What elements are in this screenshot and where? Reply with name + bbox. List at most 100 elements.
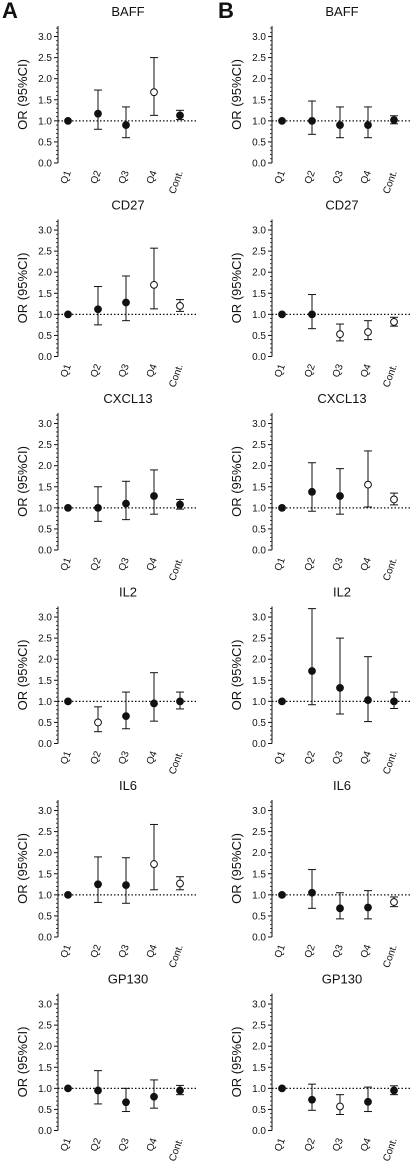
y-axis-label: OR (95%CI) xyxy=(15,59,30,130)
y-tick-label: 2.5 xyxy=(38,247,52,258)
chart-panel-a-baff: BAFF OR (95%CI) 0.0 0.5 1.0 1.5 2.0 2.5 3.0 Q1 Q2 Q… xyxy=(15,4,198,195)
x-tick-label: Cont. xyxy=(167,169,186,195)
chart-panel-a-il2: IL2 OR (95%CI) 0.0 0.5 1.0 1.5 2.0 2.5 3.0 Q1 Q2 Q3… xyxy=(15,585,198,776)
data-point-q4 xyxy=(150,1092,158,1101)
y-tick-label: 1.5 xyxy=(252,676,266,687)
y-tick-label: 0.0 xyxy=(38,1126,52,1137)
y-tick-label: 0.0 xyxy=(252,933,266,944)
data-point-cont xyxy=(176,500,184,509)
data-point-q1 xyxy=(64,310,72,319)
data-point-q4 xyxy=(364,696,372,704)
x-tick-label: Q4 xyxy=(359,169,374,186)
y-tick-label: 2.5 xyxy=(38,1021,52,1032)
y-tick-label: 0.5 xyxy=(38,718,52,729)
y-tick-label: 0.0 xyxy=(252,159,266,170)
x-tick-label: Q3 xyxy=(331,943,346,960)
y-tick-label: 2.5 xyxy=(38,53,52,64)
y-tick-label: 3.0 xyxy=(252,32,266,43)
y-tick-label: 0.0 xyxy=(38,352,52,363)
x-tick-label: Q4 xyxy=(359,1136,374,1153)
y-tick-label: 0.5 xyxy=(252,911,266,922)
y-tick-label: 1.5 xyxy=(38,1063,52,1074)
data-point-q2 xyxy=(308,667,316,675)
data-point-cont xyxy=(390,1086,398,1095)
y-tick-label: 1.5 xyxy=(252,482,266,493)
y-tick-label: 3.0 xyxy=(252,419,266,430)
y-tick-label: 0.0 xyxy=(38,159,52,170)
y-tick-label: 1.5 xyxy=(252,95,266,106)
data-point-q1 xyxy=(64,1084,72,1093)
x-tick-label: Cont. xyxy=(167,750,186,776)
x-tick-label: Q1 xyxy=(59,556,74,573)
x-tick-label: Q3 xyxy=(331,362,346,379)
data-point-q4 xyxy=(364,903,372,912)
y-tick-label: 3.0 xyxy=(252,806,266,817)
y-tick-label: 3.0 xyxy=(252,226,266,237)
y-axis-label: OR (95%CI) xyxy=(15,446,30,517)
x-tick-label: Q4 xyxy=(359,362,374,379)
x-tick-label: Cont. xyxy=(381,750,400,776)
x-tick-label: Q2 xyxy=(89,749,104,766)
data-point-q2 xyxy=(94,880,102,889)
y-tick-label: 1.5 xyxy=(252,869,266,880)
y-tick-label: 0.5 xyxy=(252,331,266,342)
x-tick-label: Q1 xyxy=(59,943,74,960)
data-point-q3 xyxy=(336,1102,344,1111)
x-tick-label: Q1 xyxy=(273,556,288,573)
x-tick-label: Q4 xyxy=(359,556,374,573)
data-point-q3 xyxy=(122,881,130,890)
x-tick-label: Q3 xyxy=(331,1136,346,1153)
y-tick-label: 1.5 xyxy=(38,95,52,106)
x-tick-label: Cont. xyxy=(381,169,400,195)
data-point-q4 xyxy=(150,492,158,500)
x-tick-label: Q2 xyxy=(303,169,318,186)
y-tick-label: 2.5 xyxy=(38,634,52,645)
data-point-q3 xyxy=(122,499,130,508)
x-tick-label: Q3 xyxy=(331,556,346,573)
x-tick-label: Q2 xyxy=(303,943,318,960)
x-tick-label: Q2 xyxy=(89,362,104,379)
chart-panel-b-cd27: CD27 OR (95%CI) 0.0 0.5 1.0 1.5 2.0 2.5 3.0 Q1 Q2 Q… xyxy=(229,198,412,389)
chart-panel-a-cd27: CD27 OR (95%CI) 0.0 0.5 1.0 1.5 2.0 2.5 3.0 Q1 Q2 Q… xyxy=(15,198,198,389)
y-tick-label: 1.0 xyxy=(38,1084,52,1095)
data-point-q4 xyxy=(364,121,372,129)
x-tick-label: Cont. xyxy=(381,556,400,582)
y-tick-label: 2.5 xyxy=(252,827,266,838)
x-tick-label: Q4 xyxy=(359,943,374,960)
y-tick-label: 1.0 xyxy=(38,890,52,901)
y-axis-label: OR (95%CI) xyxy=(229,833,244,904)
chart-title: CD27 xyxy=(325,198,358,213)
x-tick-label: Cont. xyxy=(167,363,186,389)
x-tick-label: Q4 xyxy=(145,362,160,379)
y-tick-label: 0.0 xyxy=(38,546,52,557)
data-point-q2 xyxy=(308,888,316,897)
x-tick-label: Q3 xyxy=(117,169,132,186)
chart-title: IL2 xyxy=(119,585,137,600)
data-point-q2 xyxy=(308,487,316,496)
chart-panel-a-cxcl13: CXCL13 OR (95%CI) 0.0 0.5 1.0 1.5 2.0 2.5 3.0 Q1 Q… xyxy=(15,391,198,582)
x-tick-label: Q4 xyxy=(145,749,160,766)
data-point-q2 xyxy=(308,310,316,319)
y-tick-label: 0.0 xyxy=(252,352,266,363)
x-tick-label: Cont. xyxy=(167,556,186,582)
y-axis-label: OR (95%CI) xyxy=(229,253,244,324)
data-point-q3 xyxy=(122,298,130,307)
y-tick-label: 2.5 xyxy=(252,1021,266,1032)
x-tick-label: Q1 xyxy=(59,169,74,186)
y-tick-label: 1.0 xyxy=(38,697,52,708)
y-tick-label: 0.5 xyxy=(252,137,266,148)
y-tick-label: 2.0 xyxy=(252,848,266,859)
x-tick-label: Q2 xyxy=(303,749,318,766)
x-tick-label: Q2 xyxy=(303,556,318,573)
chart-panel-b-il2: IL2 OR (95%CI) 0.0 0.5 1.0 1.5 2.0 2.5 3.0 Q1 Q2 Q3… xyxy=(229,585,412,776)
y-tick-label: 0.5 xyxy=(252,524,266,535)
data-point-q4 xyxy=(150,88,158,97)
y-tick-label: 1.5 xyxy=(38,869,52,880)
y-axis-label: OR (95%CI) xyxy=(15,253,30,324)
y-tick-label: 2.0 xyxy=(38,848,52,859)
y-tick-label: 3.0 xyxy=(38,32,52,43)
x-tick-label: Q3 xyxy=(331,169,346,186)
y-tick-label: 1.0 xyxy=(38,116,52,127)
data-point-q2 xyxy=(94,718,102,727)
